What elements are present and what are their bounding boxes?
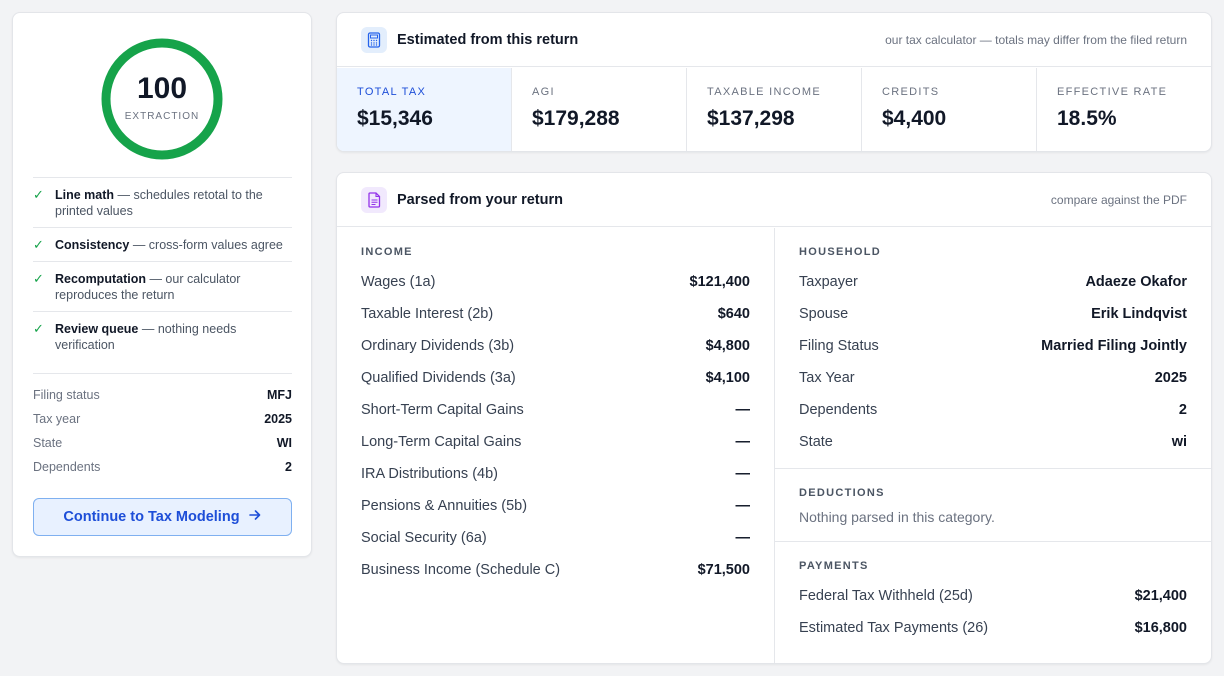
income-section: INCOME Wages (1a) $121,400 Taxable Intere…: [337, 228, 775, 663]
check-title: Review queue: [55, 322, 139, 336]
metric-credits[interactable]: CREDITS $4,400: [862, 68, 1037, 151]
payments-title: PAYMENTS: [799, 560, 869, 572]
parsed-header: Parsed from your return compare against …: [337, 173, 1211, 227]
income-row: Short-Term Capital Gains —: [361, 402, 750, 418]
estimated-title: Estimated from this return: [397, 31, 579, 48]
fact-state: State WI: [33, 436, 292, 450]
check-icon: ✓: [33, 321, 44, 336]
metric-total-tax[interactable]: TOTAL TAX $15,346: [337, 68, 512, 151]
calculator-icon: [361, 26, 387, 53]
household-row: Taxpayer Adaeze Okafor: [799, 274, 1187, 290]
right-column: HOUSEHOLD Taxpayer Adaeze Okafor Spouse Er…: [775, 228, 1211, 663]
household-row: Filing Status Married Filing Jointly: [799, 338, 1187, 354]
income-row: Ordinary Dividends (3b) $4,800: [361, 338, 750, 354]
fact-tax-year: Tax year 2025: [33, 412, 292, 426]
summary-facts: Filing status MFJ Tax year 2025 State WI De…: [33, 373, 292, 484]
deductions-empty-note: Nothing parsed in this category.: [799, 509, 995, 525]
payments-row: Estimated Tax Payments (26) $16,800: [799, 620, 1187, 636]
score-label: EXTRACTION: [124, 111, 200, 122]
check-icon: ✓: [33, 187, 44, 202]
household-row: Dependents 2: [799, 402, 1187, 418]
score-ring-icon: [101, 38, 223, 160]
metric-agi[interactable]: AGI $179,288: [512, 68, 687, 151]
arrow-right-icon: [248, 508, 262, 526]
check-title: Recomputation: [55, 272, 146, 286]
fact-filing-status: Filing status MFJ: [33, 388, 292, 402]
household-title: HOUSEHOLD: [799, 246, 881, 258]
income-row: IRA Distributions (4b) —: [361, 466, 750, 482]
household-row: Spouse Erik Lindqvist: [799, 306, 1187, 322]
income-row: Taxable Interest (2b) $640: [361, 306, 750, 322]
payments-row: Federal Tax Withheld (25d) $21,400: [799, 588, 1187, 604]
payments-section: PAYMENTS Federal Tax Withheld (25d) $21,4…: [775, 542, 1211, 654]
estimated-note: our tax calculator — totals may differ f…: [885, 32, 1187, 47]
deductions-section: DEDUCTIONS Nothing parsed in this catego…: [775, 469, 1211, 542]
income-row: Long-Term Capital Gains —: [361, 434, 750, 450]
parsed-note: compare against the PDF: [1050, 192, 1187, 207]
income-row: Wages (1a) $121,400: [361, 274, 750, 290]
check-item: ✓ Recomputation — our calculator reprodu…: [33, 261, 292, 311]
check-item: ✓ Consistency — cross-form values agree: [33, 227, 292, 261]
score-value: 100: [136, 72, 188, 105]
metric-effective-rate[interactable]: EFFECTIVE RATE 18.5%: [1057, 86, 1168, 130]
deductions-title: DEDUCTIONS: [799, 487, 885, 499]
income-row: Qualified Dividends (3a) $4,100: [361, 370, 750, 386]
check-desc: — cross-form values agree: [129, 238, 283, 252]
score-ring: 100 EXTRACTION: [101, 38, 223, 160]
parsed-title: Parsed from your return: [397, 191, 563, 208]
continue-to-tax-modeling-button[interactable]: Continue to Tax Modeling: [33, 498, 292, 536]
check-desc: — nothing needs verification: [55, 322, 237, 352]
income-row: Business Income (Schedule C) $71,500: [361, 562, 750, 578]
income-title: INCOME: [361, 246, 413, 258]
check-title: Line math: [55, 188, 115, 202]
estimated-card: Estimated from this return our tax calcu…: [336, 12, 1212, 152]
parsed-card: Parsed from your return compare against …: [336, 172, 1212, 664]
estimated-header: Estimated from this return our tax calcu…: [337, 13, 1211, 67]
check-desc: — schedules retotal to the printed value…: [55, 188, 263, 218]
metric-taxable-income[interactable]: TAXABLE INCOME $137,298: [687, 68, 862, 151]
check-title: Consistency: [55, 238, 130, 252]
metrics-row: TOTAL TAX $15,346 AGI $179,288 TAXABLE I…: [337, 68, 1211, 151]
check-list: ✓ Line math — schedules retotal to the p…: [33, 177, 292, 361]
income-row: Social Security (6a) —: [361, 530, 750, 546]
check-desc: — our calculator reproduces the return: [55, 272, 241, 302]
household-row: State wi: [799, 434, 1187, 450]
check-item: ✓ Line math — schedules retotal to the p…: [33, 177, 292, 227]
income-row: Pensions & Annuities (5b) —: [361, 498, 750, 514]
check-item: ✓ Review queue — nothing needs verificat…: [33, 311, 292, 361]
household-row: Tax Year 2025: [799, 370, 1187, 386]
cta-label: Continue to Tax Modeling: [63, 509, 240, 525]
extraction-score-card: 100 EXTRACTION ✓ Line math — schedules r…: [12, 12, 312, 557]
check-icon: ✓: [33, 237, 44, 252]
document-icon: [361, 186, 387, 213]
household-section: HOUSEHOLD Taxpayer Adaeze Okafor Spouse Er…: [775, 228, 1211, 469]
check-icon: ✓: [33, 271, 44, 286]
fact-dependents: Dependents 2: [33, 460, 292, 474]
